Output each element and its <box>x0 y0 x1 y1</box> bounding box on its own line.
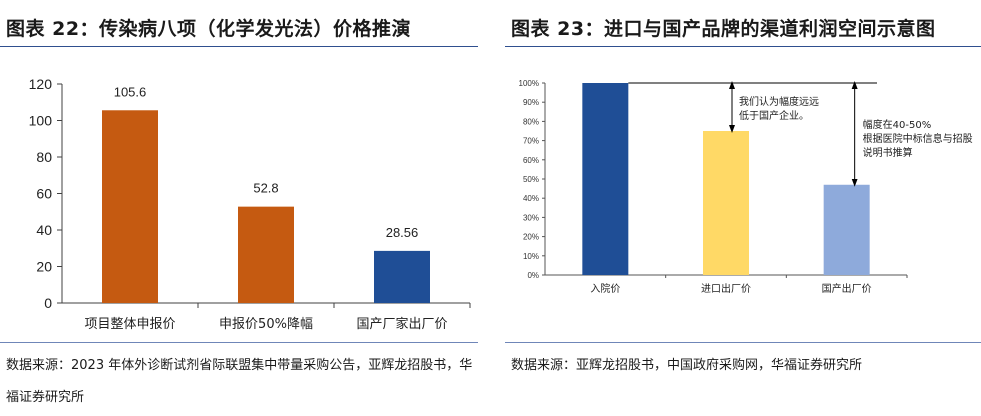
annotation-import: 低于国产企业。 <box>739 109 809 122</box>
y-tick-label-left: 40 <box>36 222 52 238</box>
data-label-left: 52.8 <box>253 181 278 196</box>
y-tick-label-right: 40% <box>523 194 539 203</box>
data-label-left: 105.6 <box>114 84 147 99</box>
annotation-import: 我们认为幅度远远 <box>739 95 819 108</box>
x-tick-label-left: 申报价50%降幅 <box>219 317 313 332</box>
y-tick-label-right: 20% <box>523 233 539 242</box>
y-tick-label-right: 90% <box>523 98 539 107</box>
chart-panel-left: 图表 22：传染病八项（化学发光法）价格推演 0 20 40 60 80 100 120 10… <box>0 0 478 416</box>
x-tick-label-right: 国产出厂价 <box>822 282 872 295</box>
annotation-domestic: 幅度在40-50% <box>863 118 932 131</box>
y-tick-label-right: 10% <box>523 252 539 261</box>
title-divider-right <box>505 46 981 47</box>
chart-title-left: 图表 22：传染病八项（化学发光法）价格推演 <box>6 18 412 40</box>
y-tick-label-right: 30% <box>523 213 539 222</box>
source-divider-left <box>0 342 478 343</box>
y-tick-label-right: 80% <box>523 117 539 126</box>
bar-right <box>823 184 870 275</box>
y-tick-label-right: 60% <box>523 156 539 165</box>
source-note-right: 数据来源：亚辉龙招股书，中国政府采购网，华福证券研究所 <box>511 358 863 373</box>
x-tick-label-right: 入院价 <box>590 282 620 295</box>
y-tick-label-right: 100% <box>519 79 539 88</box>
y-tick-label-left: 60 <box>36 186 52 202</box>
y-tick-label-right: 0% <box>527 271 539 280</box>
title-divider-left <box>0 46 478 47</box>
bar-chart-right: 0% 10% 20% 30% 40% 50% 60% 70% 80% 90% 100% 入院价 进口出厂… <box>519 79 973 295</box>
y-tick-label-left: 100 <box>29 113 53 129</box>
bar-left <box>102 110 158 303</box>
annotation-domestic: 根据医院中标信息与招股 <box>863 132 973 145</box>
y-tick-label-right: 70% <box>523 137 539 146</box>
bar-chart-left: 0 20 40 60 80 100 120 105.6 项目整体申报价 52.8 申报价50%降幅 2… <box>29 76 471 332</box>
x-tick-label-right: 进口出厂价 <box>701 282 751 295</box>
source-note-left: 数据来源：2023 年体外诊断试剂省际联盟集中带量采购公告，亚辉龙招股书，华福证… <box>6 358 473 405</box>
x-tick-label-left: 项目整体申报价 <box>84 317 175 332</box>
annotation-domestic: 说明书推算 <box>863 146 913 159</box>
y-tick-label-right: 50% <box>523 175 539 184</box>
bar-left <box>238 206 294 303</box>
chart-title-right: 图表 23：进口与国产品牌的渠道利润空间示意图 <box>511 18 936 40</box>
y-tick-label-left: 20 <box>36 259 52 275</box>
data-label-left: 28.56 <box>386 225 419 240</box>
y-tick-label-left: 120 <box>29 76 53 92</box>
y-tick-label-left: 0 <box>44 295 52 311</box>
chart-panel-right: 图表 23：进口与国产品牌的渠道利润空间示意图 0% 10% 20% 30% 40% 50… <box>505 0 981 416</box>
x-tick-label-left: 国产厂家出厂价 <box>356 316 447 332</box>
bar-right <box>582 83 629 275</box>
bar-left <box>374 250 430 303</box>
bar-right <box>703 131 749 275</box>
source-divider-right <box>505 342 981 343</box>
y-tick-label-left: 80 <box>36 149 52 165</box>
